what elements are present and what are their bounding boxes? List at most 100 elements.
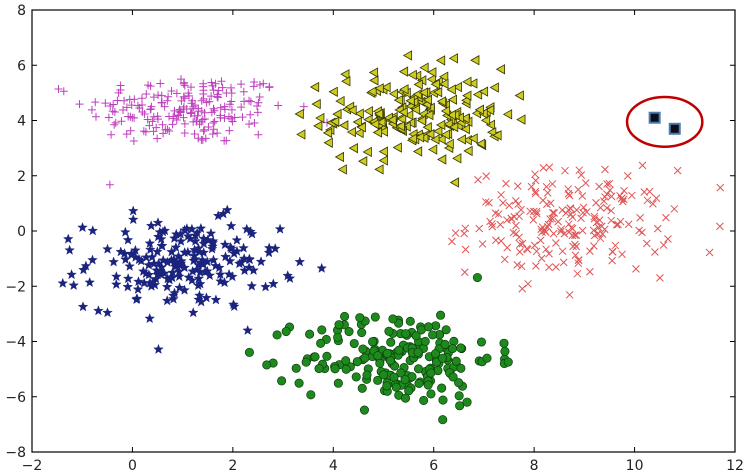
data-point [389,372,399,382]
data-point [418,87,428,98]
data-point [210,294,222,305]
data-point [175,235,187,246]
data-point [558,247,567,256]
data-point [179,102,188,111]
data-point [341,356,351,366]
highlight-ellipse [625,95,704,148]
x-axis: −2 0 2 4 6 8 10 12 [22,10,744,474]
data-point [250,119,259,128]
data-point [552,239,560,247]
data-point [485,119,496,130]
data-point [296,129,306,140]
data-point [139,127,148,136]
data-point [454,378,464,388]
data-point [254,98,263,107]
data-point [124,260,136,271]
data-point [636,213,644,222]
data-point [205,97,214,106]
data-point [468,133,478,144]
data-point [104,113,113,122]
data-point [122,281,134,292]
data-point [274,101,283,110]
data-point [244,347,254,357]
data-point [426,389,436,399]
data-point [586,247,594,255]
data-point [405,316,415,326]
data-point [218,83,227,92]
data-point [284,272,296,283]
data-point [315,112,325,124]
data-point [515,248,524,256]
data-point [394,345,404,355]
data-point [355,313,365,323]
data-point [517,262,526,271]
data-point [388,88,399,99]
data-point [368,67,379,78]
data-point [226,83,235,92]
data-point [238,113,247,122]
data-point [263,242,275,253]
data-point [606,186,614,195]
data-point [456,363,466,373]
data-point [174,282,185,293]
data-point [305,329,315,339]
data-point [427,144,438,155]
data-point [623,171,632,180]
data-point [183,271,195,283]
data-point [386,337,396,347]
data-point [180,129,189,138]
data-point [334,151,344,163]
data-point [294,256,306,267]
data-point [427,67,437,78]
data-point [192,117,201,126]
data-point [492,130,502,141]
data-point [193,273,205,284]
data-point [188,96,197,105]
data-point [532,247,541,256]
data-point [143,115,152,124]
data-point [84,276,95,287]
data-point [153,343,164,354]
data-point [419,62,429,73]
data-point [438,353,448,363]
data-point [373,108,384,120]
data-point [532,207,541,216]
data-point [518,239,527,248]
data-point [127,214,139,225]
data-point [462,397,472,407]
data-point [560,229,569,238]
data-point [436,96,447,107]
data-point [317,325,327,335]
data-point [414,132,425,143]
data-point [411,331,421,341]
data-point [423,380,433,390]
data-point [115,246,127,257]
data-point [294,378,304,388]
data-point [400,393,411,403]
data-point [167,267,178,278]
data-point [358,344,368,354]
data-point [370,118,380,130]
data-point [207,108,216,117]
data-point [101,99,110,108]
data-point [393,94,403,106]
data-point [313,120,323,132]
data-point [461,245,470,254]
data-point [314,364,324,374]
data-point [548,214,557,223]
data-point [126,112,135,121]
data-point [269,243,281,254]
data-point [127,205,139,216]
data-point [462,90,472,101]
data-point [399,84,409,95]
data-point [144,313,156,324]
data-point [216,103,225,112]
data-point [253,108,262,117]
data-point [299,102,308,111]
data-point [499,338,509,348]
data-point [600,225,609,234]
data-point [440,105,451,117]
data-point [638,161,647,170]
data-point [346,126,356,138]
data-point [656,274,664,282]
